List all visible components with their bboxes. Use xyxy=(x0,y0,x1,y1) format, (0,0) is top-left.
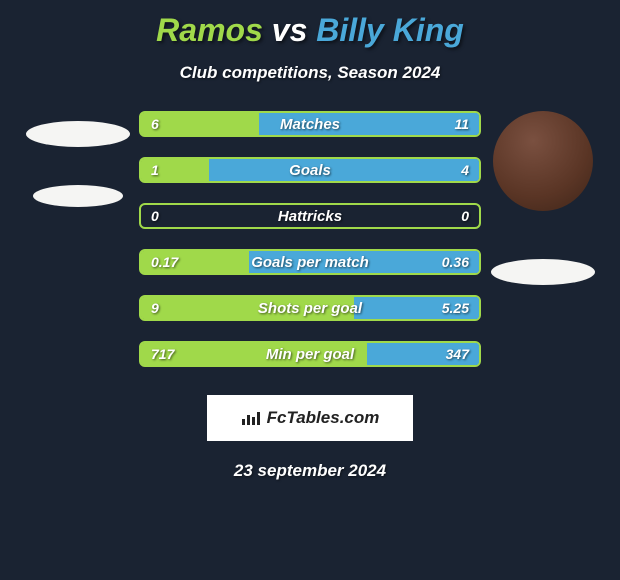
stat-bar: 00Hattricks xyxy=(139,203,481,229)
player1-name: Ramos xyxy=(156,12,263,48)
player2-flag-ellipse xyxy=(491,259,595,285)
vs-text: vs xyxy=(272,12,308,48)
player2-avatar xyxy=(493,111,593,211)
stat-label: Goals per match xyxy=(141,254,479,271)
page-title: Ramos vs Billy King xyxy=(156,12,464,49)
stats-column: 611Matches 14Goals 00Hattricks 0.170.36Goal… xyxy=(139,111,481,367)
stat-label: Hattricks xyxy=(141,208,479,225)
player1-flag-ellipse xyxy=(26,121,130,147)
chart-icon xyxy=(241,410,261,426)
player1-column xyxy=(20,111,135,235)
stat-label: Min per goal xyxy=(141,346,479,363)
subtitle: Club competitions, Season 2024 xyxy=(180,63,441,83)
player1-club-ellipse xyxy=(33,185,123,207)
stat-bar: 14Goals xyxy=(139,157,481,183)
stat-bar: 95.25Shots per goal xyxy=(139,295,481,321)
stat-bar: 0.170.36Goals per match xyxy=(139,249,481,275)
player2-column xyxy=(485,111,600,313)
fctables-logo: FcTables.com xyxy=(207,395,413,441)
comparison-infographic: Ramos vs Billy King Club competitions, S… xyxy=(0,0,620,580)
date-text: 23 september 2024 xyxy=(234,461,386,481)
main-area: 611Matches 14Goals 00Hattricks 0.170.36Goal… xyxy=(0,111,620,367)
stat-bar: 717347Min per goal xyxy=(139,341,481,367)
logo-text: FcTables.com xyxy=(267,408,380,428)
stat-label: Goals xyxy=(141,162,479,179)
stat-label: Matches xyxy=(141,116,479,133)
player2-name: Billy King xyxy=(316,12,464,48)
stat-label: Shots per goal xyxy=(141,300,479,317)
stat-bar: 611Matches xyxy=(139,111,481,137)
